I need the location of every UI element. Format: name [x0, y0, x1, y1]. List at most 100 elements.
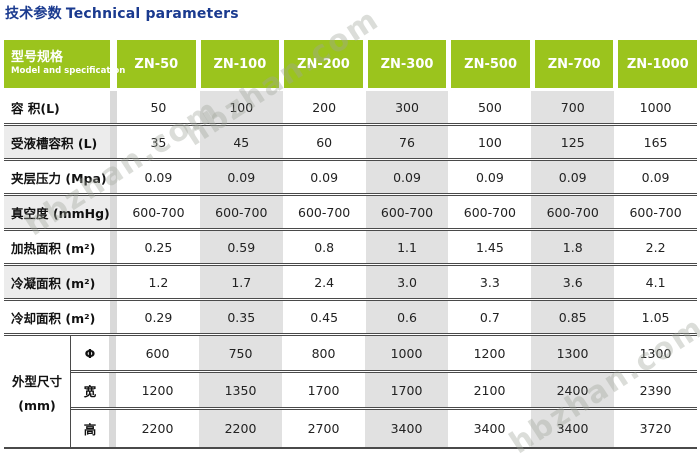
page-title-en: Technical parameters: [65, 6, 239, 22]
row-label: 冷凝面积 (m²): [4, 266, 110, 298]
column-header-zn-500: ZN-500: [446, 40, 530, 88]
table-cell: 3.6: [531, 266, 615, 298]
table-row-diameter: Φ 600 750 800 1000 1200 1300 1300: [71, 336, 697, 373]
table-cell: 3400: [448, 410, 531, 447]
table-row-volume: 容 积(L) 50 100 200 300 500 700 1000: [4, 91, 698, 126]
table-cell: 600-700: [117, 196, 200, 228]
column-separator: [110, 161, 117, 193]
page-title-zh: 技术参数: [5, 6, 62, 22]
table-cell: 4.1: [614, 266, 698, 298]
table-cell: 700: [531, 91, 615, 123]
column-separator: [109, 410, 116, 447]
table-cell: 1.7: [199, 266, 283, 298]
table-cell: 0.09: [614, 161, 698, 193]
column-separator: [110, 231, 117, 263]
table-row-heating-area: 加热面积 (m²) 0.25 0.59 0.8 1.1 1.45 1.8 2.2: [4, 231, 698, 266]
table-cell: 45: [199, 126, 283, 158]
table-cell: 0.09: [448, 161, 532, 193]
table-cell: 2200: [116, 410, 199, 447]
table-cell: 1.45: [448, 231, 532, 263]
table-cell: 100: [199, 91, 283, 123]
table-cell: 1300: [531, 336, 614, 370]
table-cell: 0.35: [199, 301, 283, 333]
column-separator: [110, 91, 117, 123]
table-cell: 0.8: [282, 231, 366, 263]
table-cell: 500: [448, 91, 532, 123]
table-cell: 600: [116, 336, 199, 370]
dimensions-label-unit: (mm): [18, 397, 56, 413]
page-title: 技术参数 Technical parameters: [5, 3, 239, 23]
table-cell: 0.09: [531, 161, 615, 193]
table-cell: 750: [199, 336, 282, 370]
column-separator: [109, 336, 116, 370]
table-cell: 3.3: [448, 266, 532, 298]
table-cell: 1350: [199, 373, 282, 407]
table-cell: 1000: [365, 336, 448, 370]
column-header-zn-700: ZN-700: [529, 40, 614, 88]
table-cell: 2200: [199, 410, 282, 447]
table-cell: 3720: [614, 410, 697, 447]
table-cell: 200: [282, 91, 366, 123]
table-cell: 1700: [365, 373, 448, 407]
table-row-height: 高 2200 2200 2700 3400 3400 3400 3720: [71, 410, 697, 447]
dimensions-sub-rows: Φ 600 750 800 1000 1200 1300 1300 宽 1200…: [71, 336, 697, 447]
table-cell: 2.4: [282, 266, 366, 298]
dimensions-group-label: 外型尺寸 (mm): [4, 336, 71, 447]
header-gap: [110, 40, 117, 88]
table-cell: 2.2: [614, 231, 698, 263]
table-cell: 3.0: [365, 266, 449, 298]
table-cell: 0.85: [531, 301, 615, 333]
table-cell: 1.1: [365, 231, 449, 263]
table-cell: 600-700: [365, 196, 449, 228]
table-cell: 0.7: [448, 301, 532, 333]
table-cell: 600-700: [448, 196, 532, 228]
table-cell: 35: [117, 126, 200, 158]
table-cell: 0.29: [117, 301, 200, 333]
column-separator: [110, 196, 117, 228]
table-row-width: 宽 1200 1350 1700 1700 2100 2400 2390: [71, 373, 697, 410]
table-cell: 76: [365, 126, 449, 158]
dimensions-label-zh: 外型尺寸: [11, 373, 62, 389]
table-cell: 0.59: [199, 231, 283, 263]
table-row-jacket-pressure: 夹层压力 (Mpa) 0.09 0.09 0.09 0.09 0.09 0.09…: [4, 161, 698, 196]
table-cell: 300: [365, 91, 449, 123]
table-cell: 0.45: [282, 301, 366, 333]
table-cell: 60: [282, 126, 366, 158]
table-row-group-dimensions: 外型尺寸 (mm) Φ 600 750 800 1000 1200 1300 1…: [4, 336, 697, 449]
sub-row-label: 高: [71, 410, 109, 447]
table-cell: 0.09: [117, 161, 200, 193]
row-label: 加热面积 (m²): [4, 231, 110, 263]
row-label: 容 积(L): [4, 91, 110, 123]
table-cell: 0.25: [117, 231, 200, 263]
technical-parameters-table: 型号规格 Model and specification ZN-50 ZN-10…: [4, 40, 698, 449]
table-cell: 1.8: [531, 231, 615, 263]
column-header-zn-100: ZN-100: [195, 40, 280, 88]
model-spec-label-zh: 型号规格: [11, 50, 64, 66]
row-label: 真空度 (mmHg): [4, 196, 110, 228]
model-spec-header-cell: 型号规格 Model and specification: [4, 40, 125, 88]
table-cell: 0.09: [199, 161, 283, 193]
table-cell: 1300: [614, 336, 697, 370]
column-header-zn-1000: ZN-1000: [613, 40, 698, 88]
sub-row-label: 宽: [71, 373, 109, 407]
table-cell: 600-700: [614, 196, 698, 228]
column-separator: [110, 301, 117, 333]
table-cell: 125: [531, 126, 615, 158]
row-label: 夹层压力 (Mpa): [4, 161, 110, 193]
column-separator: [110, 126, 117, 158]
table-cell: 800: [282, 336, 365, 370]
column-header-zn-50: ZN-50: [117, 40, 196, 88]
table-cell: 600-700: [199, 196, 283, 228]
table-cell: 2700: [282, 410, 365, 447]
column-separator: [110, 266, 117, 298]
table-row-tank-volume: 受液槽容积 (L) 35 45 60 76 100 125 165: [4, 126, 698, 161]
table-cell: 1.2: [117, 266, 200, 298]
table-row-condensing-area: 冷凝面积 (m²) 1.2 1.7 2.4 3.0 3.3 3.6 4.1: [4, 266, 698, 301]
table-cell: 0.09: [365, 161, 449, 193]
column-header-zn-300: ZN-300: [362, 40, 447, 88]
table-cell: 100: [448, 126, 532, 158]
table-row-vacuum: 真空度 (mmHg) 600-700 600-700 600-700 600-7…: [4, 196, 698, 231]
table-cell: 600-700: [531, 196, 615, 228]
table-cell: 1700: [282, 373, 365, 407]
table-header-row: 型号规格 Model and specification ZN-50 ZN-10…: [4, 40, 698, 88]
